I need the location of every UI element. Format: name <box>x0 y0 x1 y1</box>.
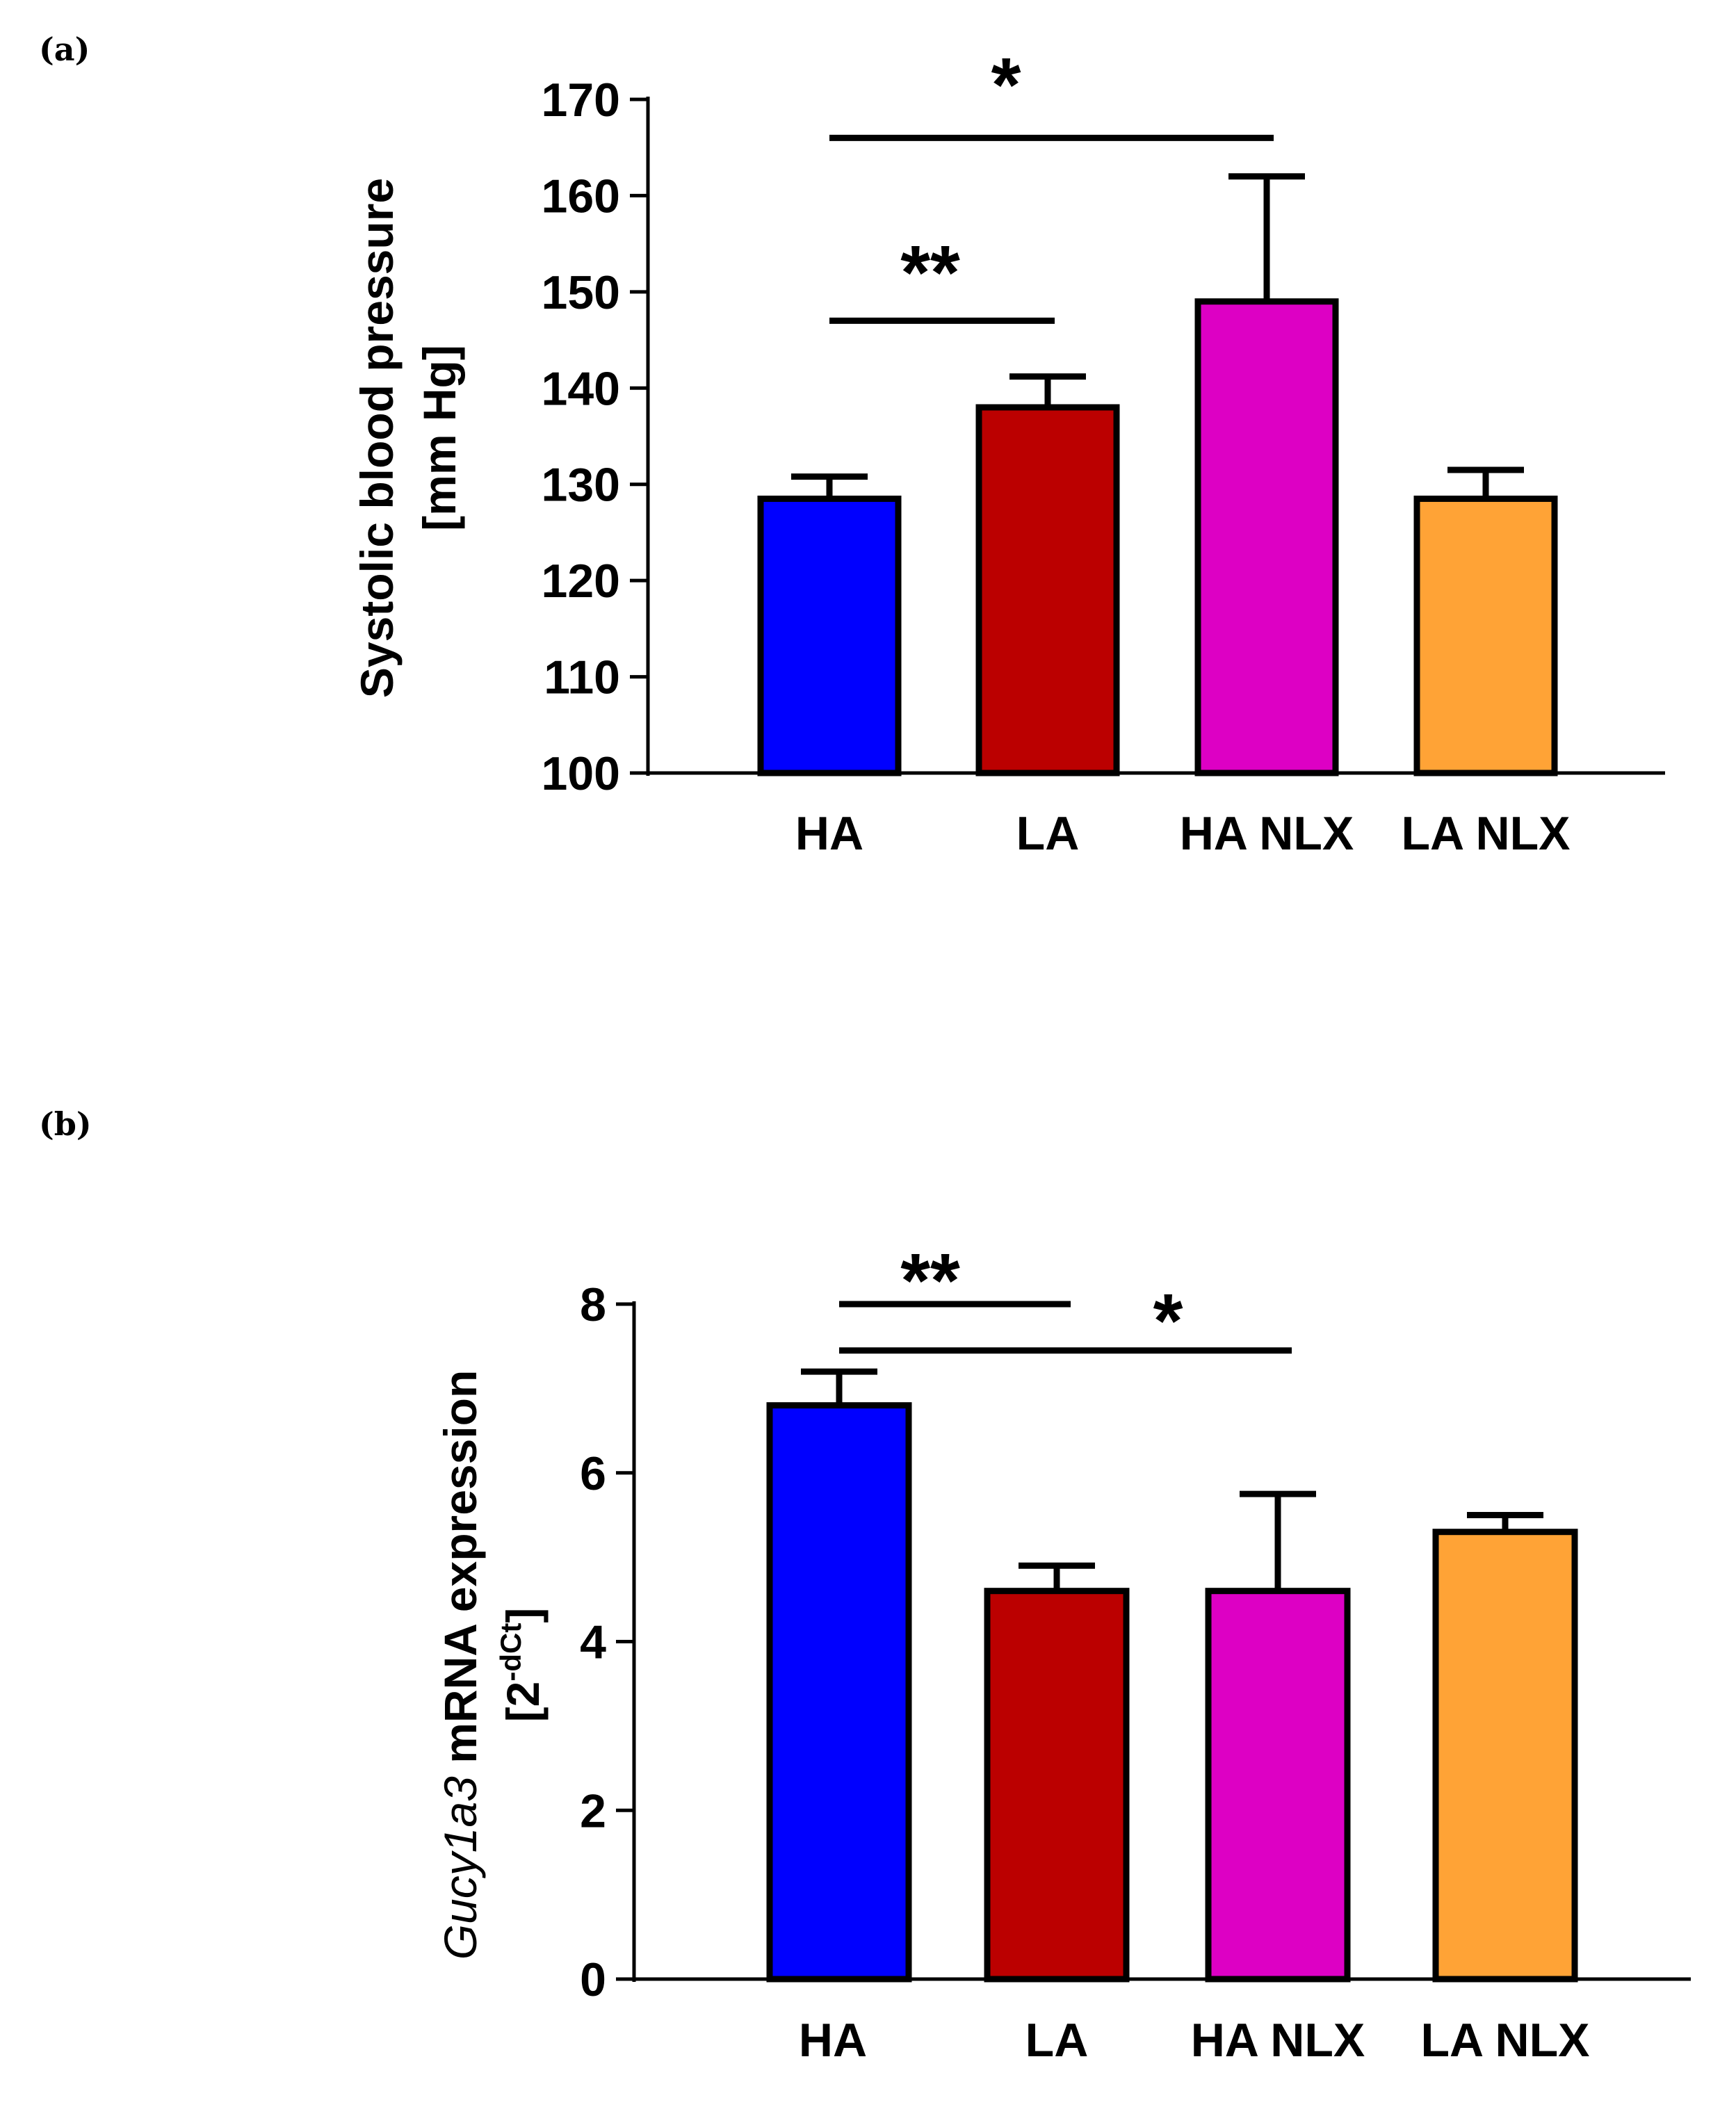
y-tick-label: 2 <box>580 1784 606 1837</box>
x-tick-label-ha: HA <box>799 2014 867 2067</box>
y-tick-label: 8 <box>580 1278 606 1331</box>
significance-label-0: ** <box>900 1238 960 1324</box>
bar-la <box>984 1588 1130 1983</box>
bar-la-nlx <box>1432 1529 1578 1983</box>
y-axis-title-line1: Systolic blood pressure <box>351 178 403 698</box>
y-axis-title-line2-sup: -dCt <box>494 1623 527 1682</box>
y-tick-label: 110 <box>544 651 620 704</box>
x-tick-label-la: LA <box>1016 807 1080 860</box>
y-tick-label: 140 <box>542 362 620 415</box>
significance-label-0: ** <box>900 230 960 316</box>
x-tick-label-ha: HA <box>795 807 863 860</box>
panel-label-b: (b) <box>39 1105 92 1143</box>
y-tick-label: 170 <box>542 74 620 127</box>
y-axis-title-line2-end: ] <box>497 1608 549 1623</box>
y-tick-label: 120 <box>542 555 620 608</box>
x-tick-label-la-nlx: LA NLX <box>1420 2014 1589 2067</box>
x-tick-label-la-nlx: LA NLX <box>1401 807 1570 860</box>
y-tick-label: 6 <box>580 1447 606 1500</box>
y-axis-title-line2: [2-dCt] <box>494 1608 549 1723</box>
y-axis-title-line1: Gucy1a3 mRNA expression <box>435 1370 486 1960</box>
x-tick-label-ha-nlx: HA NLX <box>1180 807 1354 860</box>
bar-la <box>975 404 1120 776</box>
y-axis-title-line2-base: [2 <box>497 1682 549 1723</box>
y-tick-label: 100 <box>542 747 620 800</box>
y-axis-title-line2: [mm Hg] <box>414 345 465 531</box>
y-tick-label: 150 <box>542 266 620 319</box>
significance-label-1: * <box>991 42 1021 128</box>
y-tick-label: 0 <box>580 1953 606 2006</box>
chart-systolic-blood-pressure: 100 110 120 130 140 150 160 170 HA LA HA NLX LA NLX… <box>351 42 1665 860</box>
y-axis-title-rest: mRNA expression <box>435 1370 486 1776</box>
y-axis-title-gene: Gucy1a3 <box>435 1776 486 1960</box>
panel-label-a: (a) <box>39 31 90 68</box>
bar-la-nlx <box>1413 495 1558 776</box>
y-tick-label: 160 <box>542 170 620 222</box>
bar-ha-nlx <box>1205 1588 1351 1983</box>
bar-ha <box>757 495 902 776</box>
y-tick-label: 4 <box>580 1616 606 1669</box>
y-axis-title: Systolic blood pressure [mm Hg] <box>351 178 465 698</box>
significance-label-1: * <box>1153 1278 1183 1364</box>
y-tick-label: 130 <box>542 459 620 512</box>
y-axis-title: Gucy1a3 mRNA expression [2-dCt] <box>435 1370 549 1960</box>
bar-ha-nlx <box>1194 298 1339 776</box>
x-tick-label-la: LA <box>1025 2014 1089 2067</box>
x-tick-label-ha-nlx: HA NLX <box>1191 2014 1365 2067</box>
bar-ha <box>766 1402 912 1983</box>
